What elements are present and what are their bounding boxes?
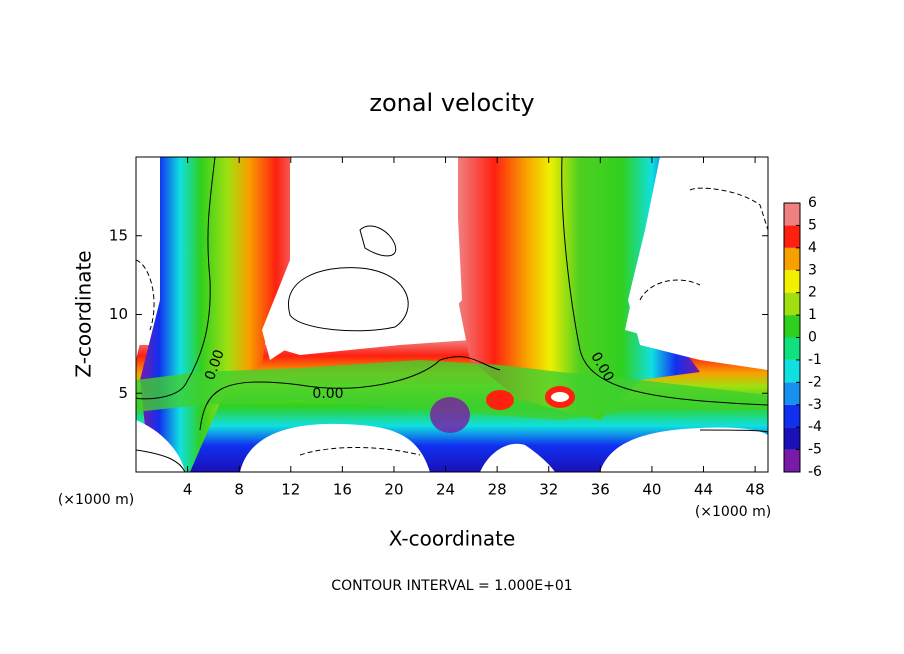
colorbar-label: -4: [808, 419, 822, 435]
x-tick-label: 12: [281, 481, 300, 499]
x-tick-label: 44: [694, 481, 713, 499]
y-tick-label: 15: [109, 226, 128, 244]
colorbar-swatch: [784, 382, 800, 405]
x-tick-label: 16: [333, 481, 352, 499]
contour-field: [136, 157, 768, 472]
x-tick-label: 8: [234, 481, 244, 499]
colorbar-label: 4: [808, 240, 817, 256]
x-unit-label: (×1000 m): [695, 504, 771, 520]
colorbar-label: 5: [808, 217, 817, 233]
x-tick-label: 28: [488, 481, 507, 499]
colorbar-swatch: [784, 203, 800, 226]
x-tick-label: 4: [183, 481, 193, 499]
contour-lines: [136, 157, 768, 472]
colorbar-swatch: [784, 315, 800, 338]
colorbar-label: 2: [808, 285, 817, 301]
x-axis-label: X-coordinate: [389, 527, 516, 551]
colorbar-swatch: [784, 247, 800, 271]
colorbar-swatch: [784, 337, 800, 360]
colorbar-swatch: [784, 270, 800, 293]
colorbar-label: 0: [808, 330, 817, 346]
colorbar-swatch: [784, 449, 800, 472]
y-axis-label: Z-coordinate: [72, 250, 96, 377]
x-tick-label: 20: [384, 481, 403, 499]
x-tick-label: 36: [591, 481, 610, 499]
x-tick-label: 32: [539, 481, 558, 499]
y-tick-label: 5: [118, 384, 128, 402]
colorbar-label: -5: [808, 442, 822, 458]
x-tick-label: 40: [642, 481, 661, 499]
colorbar-label: -1: [808, 352, 822, 368]
footer: CONTOUR INTERVAL = 1.000E+01: [331, 578, 572, 594]
colorbar-label: -6: [808, 464, 822, 480]
colorbar-label: 3: [808, 262, 817, 278]
chart-title: zonal velocity: [369, 89, 534, 117]
colorbar-swatch: [784, 359, 800, 383]
y-tick-label: 10: [109, 305, 128, 323]
x-tick-label: 24: [436, 481, 455, 499]
contour-label: 0.00: [312, 386, 343, 402]
colorbar-swatch: [784, 404, 800, 428]
colorbar-label: -3: [808, 397, 822, 413]
colorbar-label: 6: [808, 195, 817, 211]
x-tick-label: 48: [746, 481, 765, 499]
colorbar-label: -2: [808, 374, 822, 390]
colorbar-label: 1: [808, 307, 817, 323]
colorbar-swatch: [784, 225, 800, 248]
colorbar-swatch: [784, 427, 800, 450]
colorbar-swatch: [784, 292, 800, 316]
x-unit-label: (×1000 m): [58, 492, 134, 508]
